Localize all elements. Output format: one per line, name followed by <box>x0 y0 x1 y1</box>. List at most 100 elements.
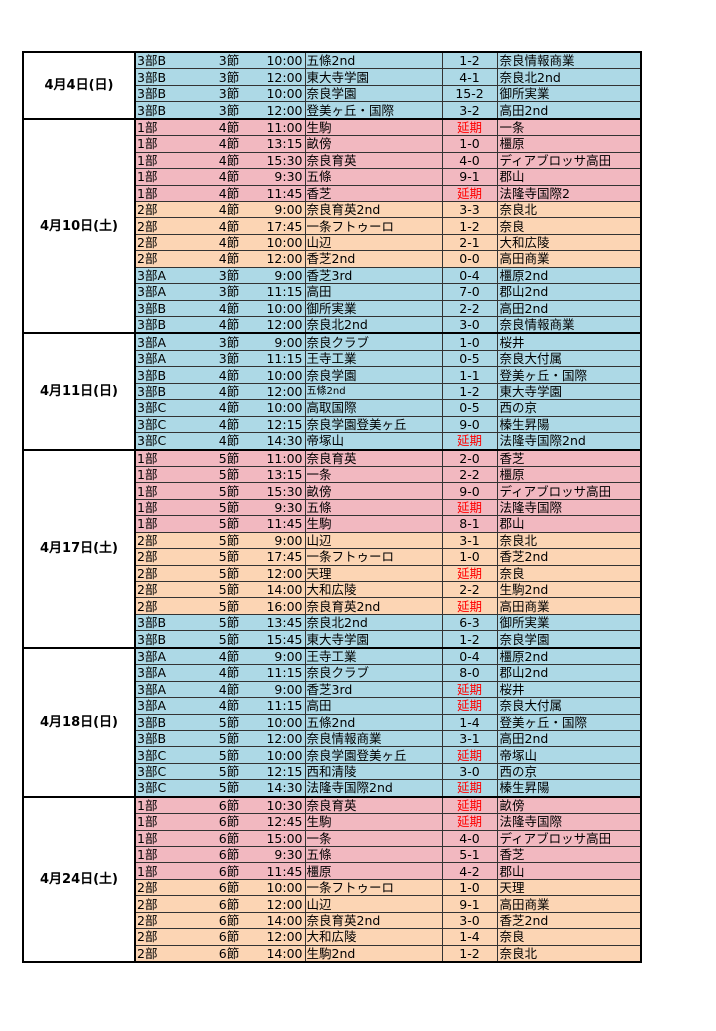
score-cell: 延期 <box>441 184 498 202</box>
kickoff-time-cell: 15:30 <box>253 151 306 170</box>
schedule-body: 4月4日(日) 3部B 3節 10:00 五條2nd 1-2 奈良情報商業 3部B 3節 12:0… <box>22 51 642 964</box>
round-cell: 6節 <box>205 795 253 815</box>
score-cell: 1-4 <box>441 928 498 946</box>
match-row: 3部B 4節 12:00 奈良北2nd 3-0 奈良情報商業 <box>23 316 642 335</box>
division-cell: 1部 <box>134 515 205 533</box>
round-cell: 4節 <box>205 217 253 235</box>
score-cell: 0-5 <box>441 349 498 368</box>
division-cell: 2部 <box>134 250 205 268</box>
home-team-cell: 橿原 <box>305 862 442 880</box>
match-row: 3部A 3節 11:15 高田 7-0 郡山2nd <box>23 283 642 301</box>
score-cell: 4-2 <box>441 862 498 880</box>
home-team-cell: 香芝3rd <box>305 680 442 699</box>
away-team-cell: 奈良大付属 <box>497 697 642 715</box>
match-row: 1部 4節 15:30 奈良育英 4-0 ディアブロッサ高田 <box>23 151 642 170</box>
home-team-cell: 奈良育英2nd <box>305 597 442 615</box>
division-cell: 2部 <box>134 531 205 550</box>
home-team-cell: 奈良北2nd <box>305 316 442 335</box>
away-team-cell: 郡山 <box>497 862 642 880</box>
home-team-cell: 香芝 <box>305 184 442 202</box>
away-team-cell: ディアブロッサ高田 <box>497 151 642 170</box>
kickoff-time-cell: 9:00 <box>253 266 306 285</box>
score-cell: 延期 <box>441 498 498 517</box>
kickoff-time-cell: 13:15 <box>253 465 306 484</box>
home-team-cell: 生駒 <box>305 117 442 137</box>
match-schedule-table: 4月4日(日) 3部B 3節 10:00 五條2nd 1-2 奈良情報商業 3部B 3節 12:0… <box>22 51 642 964</box>
match-date: 4月11日(日) <box>22 332 136 451</box>
match-row: 3部C 4節 14:30 帝塚山 延期 法隆寺国際2nd <box>23 432 642 451</box>
round-cell: 4節 <box>205 135 253 153</box>
division-cell: 1部 <box>134 482 205 500</box>
away-team-cell: 法隆寺国際2nd <box>497 432 642 451</box>
home-team-cell: 奈良育英 <box>305 795 442 815</box>
score-cell: 3-0 <box>441 316 498 335</box>
away-team-cell: 榛生昇陽 <box>497 415 642 434</box>
kickoff-time-cell: 10:00 <box>253 746 306 764</box>
match-date: 4月17日(土) <box>22 448 136 649</box>
score-cell: 0-5 <box>441 399 498 417</box>
round-cell: 6節 <box>205 944 253 964</box>
match-row: 3部C 4節 12:15 奈良学園登美ヶ丘 9-0 榛生昇陽 <box>23 415 642 434</box>
division-cell: 1部 <box>134 465 205 484</box>
score-cell: 4-0 <box>441 151 498 170</box>
away-team-cell: 奈良学園 <box>497 630 642 649</box>
home-team-cell: 高田 <box>305 697 442 715</box>
round-cell: 6節 <box>205 911 253 930</box>
division-cell: 2部 <box>134 548 205 566</box>
division-cell: 3部A <box>134 266 205 285</box>
away-team-cell: 奈良北 <box>497 200 642 219</box>
kickoff-time-cell: 12:00 <box>253 895 306 913</box>
match-row: 2部 4節 12:00 香芝2nd 0-0 高田商業 <box>23 250 642 268</box>
division-cell: 2部 <box>134 928 205 946</box>
score-cell: 9-0 <box>441 415 498 434</box>
kickoff-time-cell: 9:30 <box>253 845 306 864</box>
round-cell: 3節 <box>205 68 253 86</box>
home-team-cell: 天理 <box>305 564 442 583</box>
round-cell: 5節 <box>205 564 253 583</box>
round-cell: 3節 <box>205 51 253 70</box>
round-cell: 5節 <box>205 762 253 781</box>
round-cell: 5節 <box>205 515 253 533</box>
home-team-cell: 山辺 <box>305 233 442 252</box>
score-cell: 1-2 <box>441 217 498 235</box>
away-team-cell: 奈良北 <box>497 944 642 964</box>
score-cell: 2-2 <box>441 299 498 318</box>
away-team-cell: 高田2nd <box>497 299 642 318</box>
score-cell: 延期 <box>441 697 498 715</box>
division-cell: 3部B <box>134 299 205 318</box>
away-team-cell: 御所実業 <box>497 84 642 103</box>
score-cell: 延期 <box>441 117 498 137</box>
match-row: 3部C 5節 10:00 奈良学園登美ヶ丘 延期 帝塚山 <box>23 746 642 764</box>
home-team-cell: 奈良育英2nd <box>305 911 442 930</box>
match-row: 3部B 5節 13:45 奈良北2nd 6-3 御所実業 <box>23 613 642 632</box>
kickoff-time-cell: 12:00 <box>253 564 306 583</box>
home-team-cell: 王寺工業 <box>305 646 442 666</box>
match-date: 4月24日(土) <box>22 795 136 964</box>
round-cell: 5節 <box>205 580 253 599</box>
score-cell: 9-1 <box>441 895 498 913</box>
away-team-cell: 西の京 <box>497 399 642 417</box>
home-team-cell: 登美ヶ丘・国際 <box>305 101 442 120</box>
round-cell: 6節 <box>205 878 253 897</box>
home-team-cell: 生駒 <box>305 515 442 533</box>
home-team-cell: 奈良クラブ <box>305 664 442 682</box>
division-cell: 3部B <box>134 366 205 384</box>
score-cell: 1-0 <box>441 878 498 897</box>
away-team-cell: 大和広陵 <box>497 233 642 252</box>
score-cell: 2-2 <box>441 465 498 484</box>
division-cell: 1部 <box>134 813 205 831</box>
match-row: 4月17日(土) 1部 5節 11:00 奈良育英 2-0 香芝 <box>22 448 642 649</box>
home-team-cell: 大和広陵 <box>305 580 442 599</box>
division-cell: 3部C <box>134 779 205 798</box>
round-cell: 4節 <box>205 399 253 417</box>
score-cell: 3-1 <box>441 531 498 550</box>
kickoff-time-cell: 9:30 <box>253 498 306 517</box>
home-team-cell: 畝傍 <box>305 482 442 500</box>
division-cell: 3部C <box>134 432 205 451</box>
match-row: 4月4日(日) 3部B 3節 10:00 五條2nd 1-2 奈良情報商業 <box>22 51 642 120</box>
division-cell: 2部 <box>134 233 205 252</box>
score-cell: 9-0 <box>441 482 498 500</box>
away-team-cell: 法隆寺国際 <box>497 813 642 831</box>
home-team-cell: 五條 <box>305 845 442 864</box>
score-cell: 9-1 <box>441 168 498 186</box>
